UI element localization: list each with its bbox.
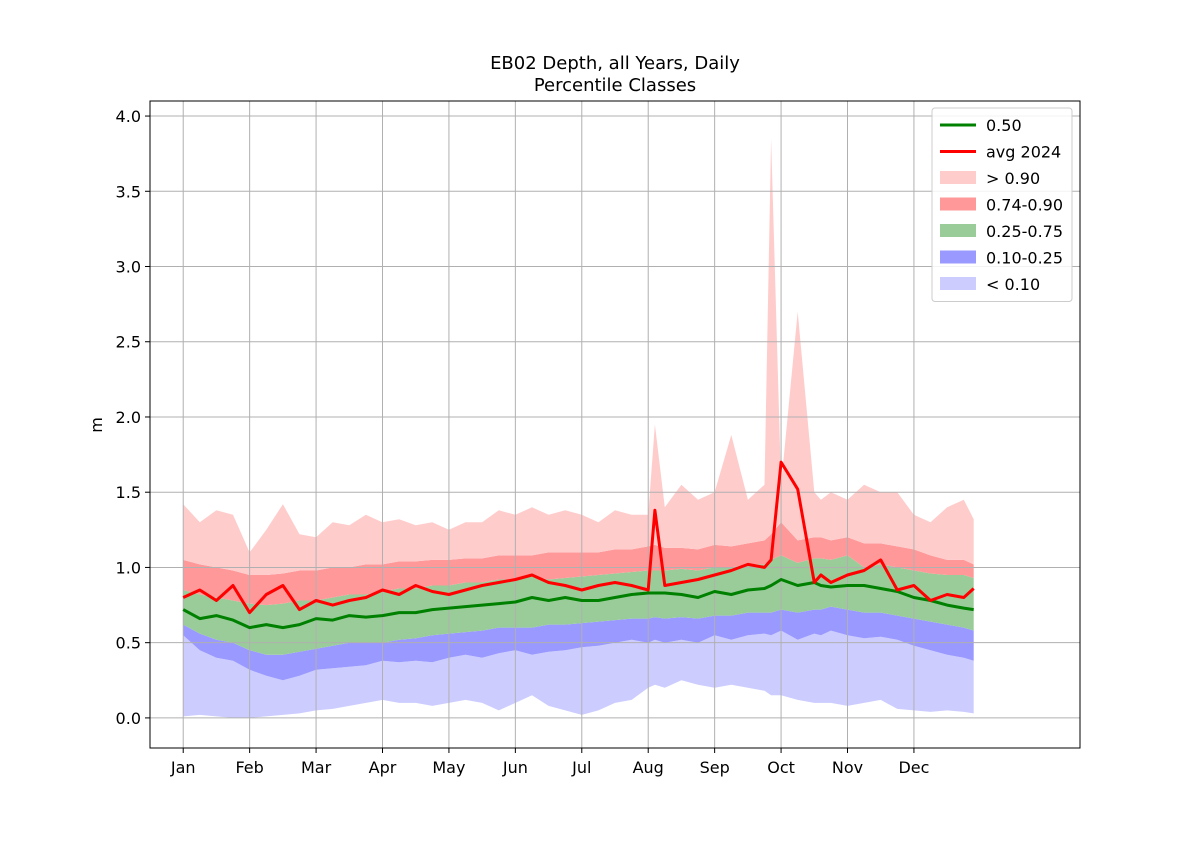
y-tick-label-4: 2.0 <box>116 408 141 427</box>
x-tick-label-11: Dec <box>898 758 929 777</box>
legend-swatch-4 <box>940 224 976 237</box>
series-line-1 <box>182 460 975 615</box>
x-tick-label-6: Jul <box>571 758 591 777</box>
legend-label-2: > 0.90 <box>986 169 1040 188</box>
plot-area: Jan Feb Mar Apr May Jun Jul Aug Sep Oct Nov Dec 0.0 0… <box>116 100 1081 777</box>
band-4 <box>183 138 974 575</box>
band-2 <box>183 555 974 655</box>
legend-label-5: 0.10-0.25 <box>986 249 1063 268</box>
y-tick-label-8: 4.0 <box>116 107 141 126</box>
legend-label-6: < 0.10 <box>986 275 1040 294</box>
legend-swatch-5 <box>940 250 976 264</box>
series-line-0 <box>182 578 974 630</box>
y-tick-label-3: 1.5 <box>116 483 141 502</box>
x-tick-label-5: Jun <box>502 758 528 777</box>
x-tick-label-10: Nov <box>832 758 863 777</box>
y-tick-label-5: 2.5 <box>116 333 141 352</box>
y-tick-label-2: 1.0 <box>116 558 141 577</box>
chart-subtitle: Percentile Classes <box>534 75 696 96</box>
x-tick-label-0: Jan <box>170 758 196 777</box>
legend-label-1: avg 2024 <box>986 143 1061 162</box>
legend-swatch-6 <box>940 277 976 290</box>
chart-title: EB02 Depth, all Years, Daily <box>490 53 740 74</box>
y-tick-label-0: 0.0 <box>116 709 141 728</box>
x-tick-label-2: Mar <box>301 758 332 777</box>
y-tick-label-6: 3.0 <box>116 258 141 277</box>
x-tick-label-3: Apr <box>369 758 397 777</box>
x-tick-label-1: Feb <box>235 758 263 777</box>
legend-label-4: 0.25-0.75 <box>986 222 1063 241</box>
y-tick-label-7: 3.5 <box>116 182 141 201</box>
legend-swatch-2 <box>940 171 976 184</box>
legend-label-3: 0.74-0.90 <box>986 196 1063 215</box>
x-tick-label-7: Aug <box>633 758 664 777</box>
legend-swatch-3 <box>940 197 976 211</box>
band-1 <box>183 606 974 681</box>
x-tick-label-4: May <box>432 758 465 777</box>
legend-label-0: 0.50 <box>986 116 1022 135</box>
legend: 0.50 avg 2024 > 0.90 0.74-0.90 0.25-0.75 0.10… <box>931 107 1073 302</box>
x-tick-label-9: Oct <box>767 758 795 777</box>
y-tick-label-1: 0.5 <box>116 634 141 653</box>
y-axis-label: m <box>87 417 106 433</box>
x-tick-label-8: Sep <box>700 758 730 777</box>
band-3 <box>183 522 974 606</box>
band-0 <box>183 630 974 718</box>
plot-frame <box>149 100 1081 749</box>
